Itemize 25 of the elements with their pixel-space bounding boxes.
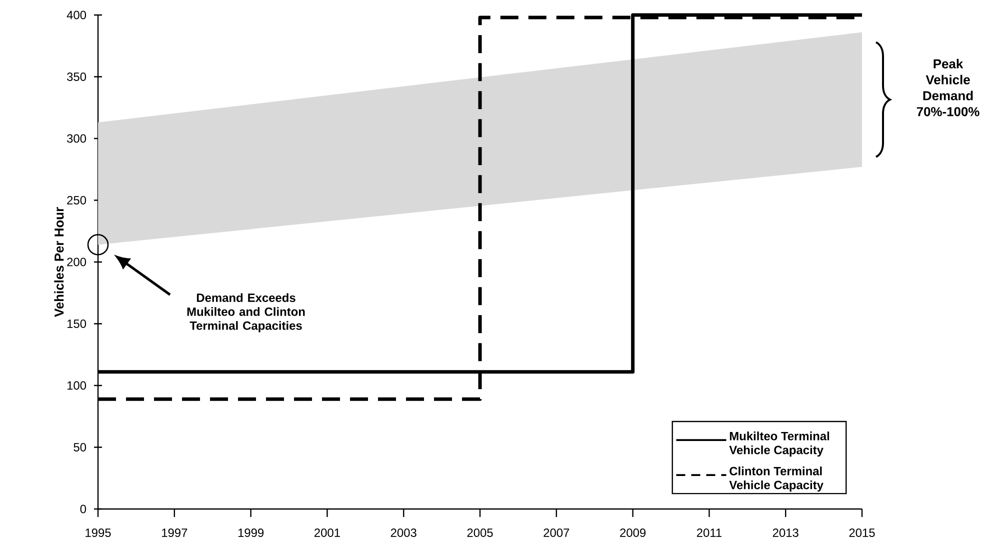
x-tick-label: 2013	[772, 528, 798, 537]
y-tick-label: 200	[67, 258, 86, 266]
annotation: Demand Exceeds Mukilteo and Clinton Terminal Capacities	[187, 293, 305, 332]
y-tick-label: 50	[74, 443, 86, 452]
y-tick-label: 0	[80, 504, 86, 514]
y-tick-label: 300	[67, 134, 86, 143]
x-tick-label: 2007	[544, 528, 570, 537]
x-tick-label: 1997	[162, 528, 188, 537]
x-tick-label: 2003	[390, 528, 416, 537]
y-tick-label: 250	[67, 196, 86, 204]
y-axis-title: Vehicles Per Hour	[54, 207, 64, 317]
y-tick-label: 100	[67, 381, 86, 390]
y-tick-label: 350	[67, 72, 86, 81]
x-tick-label: 2009	[620, 528, 646, 537]
legend-label: Clinton Terminal Vehicle Capacity	[729, 466, 824, 492]
x-tick-label: 1999	[238, 528, 264, 537]
x-tick-label: 1995	[86, 528, 111, 537]
y-tick-label: 150	[67, 320, 86, 328]
x-tick-label: 2011	[696, 528, 722, 537]
x-tick-label: 2005	[467, 528, 493, 537]
x-tick-label: 2001	[314, 528, 340, 537]
legend-label: Mukilteo Terminal Vehicle Capacity	[729, 432, 830, 457]
x-tick-label: 2015	[849, 528, 875, 537]
y-tick-label: 400	[66, 10, 86, 20]
text: Peak Vehicle Demand 70%-100%	[916, 58, 980, 116]
